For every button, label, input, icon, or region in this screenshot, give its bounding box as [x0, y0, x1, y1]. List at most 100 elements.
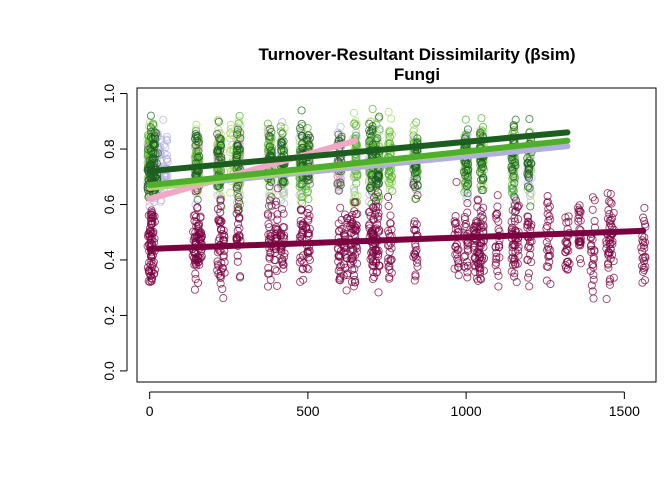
- scatter-point: [492, 255, 501, 264]
- scatter-point: [523, 154, 532, 163]
- scatter-point: [607, 199, 616, 208]
- scatter-point: [525, 282, 534, 291]
- scatter-point: [267, 202, 277, 211]
- scatter-point: [271, 200, 280, 209]
- scatter-point: [148, 219, 157, 228]
- scatter-point: [523, 212, 532, 221]
- scatter-point: [350, 183, 359, 193]
- scatter-point: [492, 258, 501, 267]
- scatter-point: [608, 237, 617, 246]
- scatter-point: [196, 234, 205, 244]
- scatter-point: [409, 180, 418, 189]
- scatter-point: [461, 219, 470, 229]
- scatter-point: [524, 269, 533, 278]
- scatter-point: [491, 243, 500, 252]
- scatter-point: [145, 227, 154, 236]
- scatter-point: [476, 212, 485, 221]
- scatter-point: [510, 126, 519, 135]
- scatter-point: [213, 145, 223, 154]
- scatter-point: [350, 222, 359, 231]
- scatter-point: [513, 246, 523, 255]
- scatter-point: [461, 263, 470, 272]
- scatter-point: [640, 276, 650, 285]
- scatter-point: [192, 120, 201, 129]
- scatter-point: [350, 198, 359, 207]
- scatter-point: [220, 233, 229, 242]
- scatter-point: [147, 229, 156, 239]
- scatter-point: [302, 224, 311, 233]
- scatter-point: [606, 239, 615, 248]
- scatter-point: [336, 181, 345, 190]
- scatter-point: [197, 252, 206, 261]
- scatter-point: [373, 180, 382, 189]
- scatter-point: [214, 117, 223, 126]
- scatter-point: [191, 134, 200, 144]
- scatter-point: [386, 211, 395, 220]
- scatter-point: [493, 202, 502, 211]
- scatter-point: [510, 173, 519, 182]
- scatter-point: [492, 252, 501, 261]
- scatter-point: [233, 202, 243, 212]
- scatter-point: [590, 196, 599, 205]
- scatter-point: [373, 228, 382, 237]
- scatter-point: [523, 217, 532, 226]
- scatter-point: [279, 137, 288, 146]
- scatter-point: [302, 263, 311, 272]
- scatter-point: [463, 273, 472, 282]
- y-tick-label: 0.8: [101, 139, 117, 159]
- scatter-point: [609, 256, 618, 266]
- scatter-point: [477, 183, 486, 192]
- scatter-point: [272, 197, 281, 206]
- scatter-point: [234, 116, 243, 125]
- scatter-point: [216, 196, 225, 205]
- scatter-point: [195, 152, 204, 161]
- scatter-point: [526, 197, 535, 206]
- scatter-point: [226, 121, 235, 130]
- scatter-point: [509, 184, 518, 193]
- scatter-point: [266, 132, 275, 141]
- scatter-point: [604, 263, 613, 272]
- scatter-point: [272, 266, 281, 276]
- scatter-point: [411, 183, 420, 192]
- scatter-point: [350, 119, 359, 128]
- scatter-point: [479, 266, 488, 275]
- scatter-point: [604, 259, 613, 268]
- scatter-point: [523, 182, 532, 191]
- scatter-point: [298, 265, 307, 274]
- scatter-point: [365, 135, 375, 145]
- scatter-point: [335, 226, 344, 235]
- scatter-point: [191, 141, 200, 150]
- scatter-point: [265, 196, 274, 205]
- scatter-point: [162, 154, 171, 163]
- scatter-point: [523, 169, 532, 178]
- scatter-point: [639, 263, 648, 272]
- scatter-point: [575, 211, 584, 220]
- scatter-point: [233, 125, 242, 134]
- scatter-point: [575, 255, 585, 264]
- points-layer: [143, 104, 650, 304]
- scatter-point: [305, 224, 314, 233]
- scatter-point: [193, 278, 203, 287]
- scatter-point: [276, 127, 285, 136]
- scatter-point: [410, 125, 419, 135]
- scatter-point: [472, 274, 481, 283]
- scatter-point: [267, 127, 276, 137]
- scatter-point: [373, 188, 383, 197]
- scatter-point: [477, 159, 486, 169]
- scatter-point: [159, 115, 168, 124]
- scatter-point: [374, 209, 383, 218]
- scatter-point: [148, 213, 157, 222]
- scatter-point: [146, 111, 155, 120]
- scatter-point: [152, 129, 161, 138]
- scatter-point: [278, 223, 288, 232]
- scatter-point: [191, 269, 200, 278]
- scatter-point: [278, 142, 287, 151]
- scatter-point: [639, 253, 648, 262]
- scatter-point: [527, 189, 536, 198]
- scatter-point: [544, 252, 553, 261]
- scatter-point: [410, 225, 419, 234]
- scatter-point: [605, 248, 614, 258]
- scatter-point: [216, 134, 225, 143]
- scatter-point: [150, 234, 159, 243]
- scatter-point: [475, 249, 484, 258]
